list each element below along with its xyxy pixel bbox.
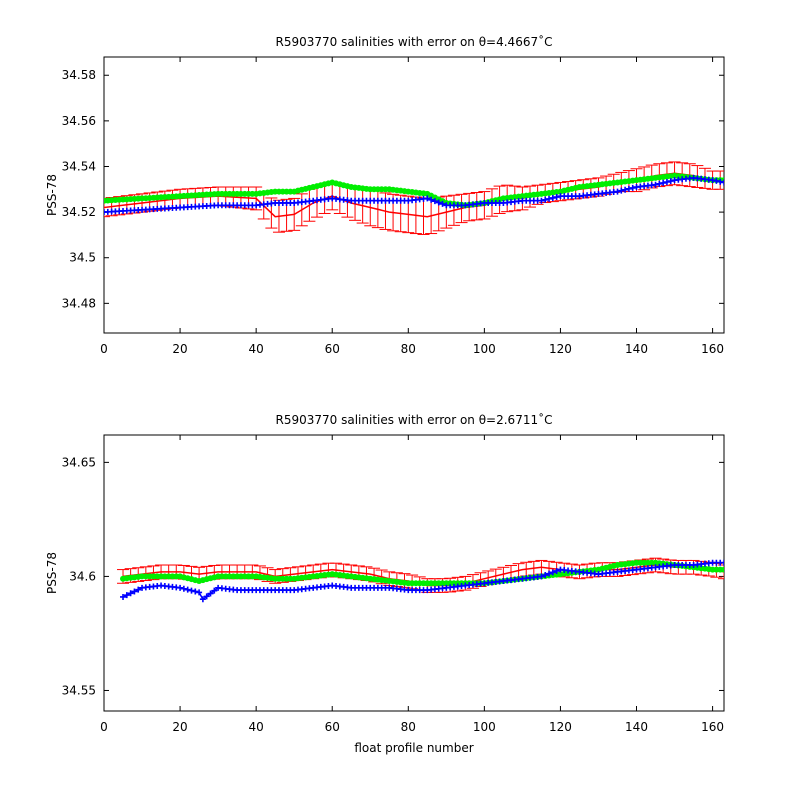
x-tick-label: 120 [549, 720, 572, 734]
x-tick-label: 140 [625, 720, 648, 734]
y-axis-label: PSS-78 [45, 174, 59, 216]
y-tick-label: 34.65 [62, 455, 96, 469]
data-point [428, 196, 435, 203]
x-tick-label: 60 [325, 342, 340, 356]
x-tick-label: 60 [325, 720, 340, 734]
x-tick-label: 160 [701, 720, 724, 734]
chart-title: R5903770 salinities with error on θ=4.46… [276, 34, 553, 49]
data-point [542, 196, 549, 203]
x-tick-label: 80 [401, 342, 416, 356]
x-tick-label: 80 [401, 720, 416, 734]
y-tick-label: 34.5 [69, 251, 96, 265]
y-tick-label: 34.58 [62, 68, 96, 82]
x-tick-label: 20 [172, 342, 187, 356]
x-tick-label: 40 [249, 342, 264, 356]
data-point [203, 593, 210, 600]
y-tick-label: 34.6 [69, 569, 96, 583]
series-3-plus [120, 559, 724, 603]
y-tick-label: 34.55 [62, 683, 96, 697]
plot-area [104, 161, 724, 235]
data-point [660, 179, 667, 186]
chart-title: R5903770 salinities with error on θ=2.67… [276, 412, 553, 427]
subplot-1: R5903770 salinities with error on θ=4.46… [45, 34, 725, 356]
data-point [207, 590, 214, 597]
data-point [439, 200, 446, 207]
data-point [538, 573, 545, 580]
plot-area [117, 557, 724, 603]
data-point [542, 572, 549, 579]
data-point [131, 588, 138, 595]
subplot-2: R5903770 salinities with error on θ=2.67… [45, 412, 725, 755]
data-point [629, 184, 636, 191]
y-axis-label: PSS-78 [45, 552, 59, 594]
data-point [553, 567, 560, 574]
data-point [546, 195, 553, 202]
data-point [667, 178, 674, 185]
data-point [180, 585, 187, 592]
data-point [625, 185, 632, 192]
x-tick-label: 20 [172, 720, 187, 734]
x-tick-label: 0 [100, 342, 108, 356]
data-point [721, 559, 724, 566]
data-point [135, 586, 142, 593]
x-tick-label: 140 [625, 342, 648, 356]
data-point [123, 592, 130, 599]
data-point [184, 586, 191, 593]
y-tick-label: 34.56 [62, 114, 96, 128]
data-point [656, 180, 663, 187]
data-point [721, 566, 724, 573]
data-point [431, 198, 438, 205]
x-tick-label: 100 [473, 720, 496, 734]
data-point [424, 195, 431, 202]
series-3-plus [104, 174, 724, 216]
x-tick-label: 100 [473, 342, 496, 356]
data-point [196, 589, 203, 596]
y-tick-label: 34.52 [62, 205, 96, 219]
x-tick-label: 40 [249, 720, 264, 734]
data-point [652, 181, 659, 188]
data-point [721, 179, 724, 186]
data-point [127, 590, 134, 597]
data-point [614, 188, 621, 195]
data-point [192, 588, 199, 595]
x-axis-label: float profile number [354, 741, 473, 755]
y-tick-label: 34.48 [62, 296, 96, 310]
x-tick-label: 160 [701, 342, 724, 356]
data-point [618, 187, 625, 194]
data-point [663, 178, 670, 185]
data-point [549, 194, 556, 201]
data-point [120, 593, 127, 600]
data-point [188, 587, 195, 594]
y-tick-label: 34.54 [62, 159, 96, 173]
x-tick-label: 120 [549, 342, 572, 356]
series-2-dot [120, 559, 724, 587]
data-point [546, 570, 553, 577]
data-point [199, 596, 206, 603]
data-point [549, 569, 556, 576]
data-point [622, 186, 629, 193]
data-point [553, 194, 560, 201]
x-tick-label: 0 [100, 720, 108, 734]
data-point [211, 587, 218, 594]
data-point [177, 584, 184, 591]
axes-box [103, 56, 725, 334]
data-point [435, 199, 442, 206]
axes-box [103, 434, 725, 712]
data-point [538, 197, 545, 204]
